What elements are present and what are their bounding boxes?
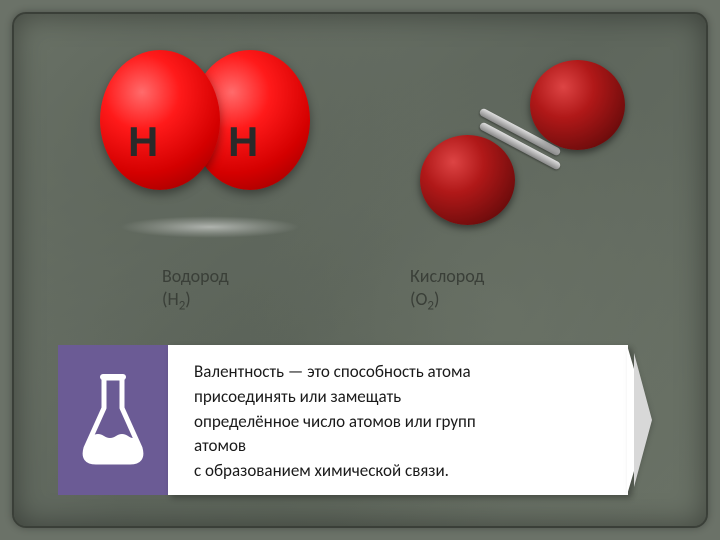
hydrogen-molecule: H H bbox=[100, 50, 320, 230]
definition-line: присоединять или замещать bbox=[194, 386, 401, 407]
oxygen-molecule bbox=[400, 50, 640, 230]
hydrogen-name: Водород bbox=[162, 265, 229, 287]
hydrogen-formula-close: ) bbox=[185, 288, 190, 310]
oxygen-formula-sub: 2 bbox=[427, 299, 434, 314]
definition-arrow-icon bbox=[628, 345, 663, 495]
flask-icon bbox=[74, 370, 152, 470]
hydrogen-label: Водород (H2) bbox=[162, 265, 229, 316]
definition-line: определённое число атомов или групп bbox=[194, 411, 476, 432]
definition-line: с образованием химической связи. bbox=[194, 460, 449, 481]
hydrogen-atom-left bbox=[100, 50, 220, 190]
oxygen-atom-bottom bbox=[420, 135, 515, 225]
definition-line: атомов bbox=[194, 435, 246, 456]
oxygen-label: Кислород (O2) bbox=[410, 265, 484, 316]
definition-icon-box bbox=[58, 345, 168, 495]
oxygen-name: Кислород bbox=[410, 265, 484, 287]
oxygen-atom-top bbox=[530, 60, 625, 150]
definition-text: Валентность — это способность атома прис… bbox=[194, 360, 476, 483]
hydrogen-atom-letter: H bbox=[128, 118, 158, 166]
definition-line: Валентность — это способность атома bbox=[194, 361, 471, 382]
definition-container: Валентность — это способность атома прис… bbox=[58, 345, 663, 495]
oxygen-formula-close: ) bbox=[434, 288, 439, 310]
hydrogen-atom-letter: H bbox=[228, 118, 258, 166]
slide-background: H H Водород (H2) Кислород (O2) Валентнос… bbox=[0, 0, 720, 540]
oxygen-formula-open: (O bbox=[410, 288, 427, 310]
definition-text-box: Валентность — это способность атома прис… bbox=[168, 345, 628, 495]
hydrogen-formula-open: (H bbox=[162, 288, 179, 310]
hydrogen-reflection bbox=[120, 216, 300, 238]
